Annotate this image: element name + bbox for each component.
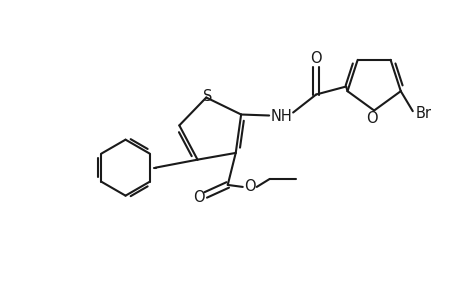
Text: O: O	[192, 190, 204, 206]
Text: S: S	[202, 89, 212, 104]
Text: O: O	[365, 111, 377, 126]
Text: Br: Br	[415, 106, 431, 121]
Text: O: O	[243, 179, 255, 194]
Text: NH: NH	[270, 109, 291, 124]
Text: O: O	[310, 51, 321, 66]
